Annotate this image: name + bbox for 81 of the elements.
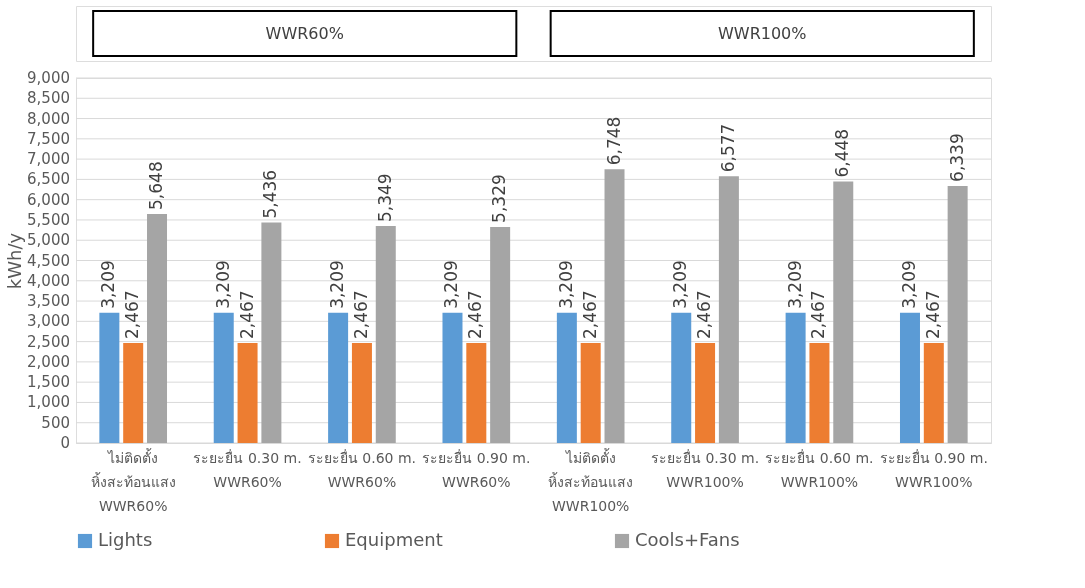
x-tick-label: ไม่ติดตั้ง หิ้งสะท้อนแสง WWR100%: [548, 447, 634, 514]
y-tick-label: 7,000: [27, 150, 70, 169]
bar: [99, 312, 120, 443]
bar: [580, 342, 601, 443]
y-tick-label: 0: [60, 434, 70, 452]
bar: [809, 342, 830, 443]
data-label: 5,349: [374, 173, 395, 223]
data-label: 6,448: [832, 128, 853, 178]
x-tick-label: ระยะยื่น 0.30 m. WWR60%: [193, 448, 302, 490]
bar: [785, 312, 806, 443]
x-tick-label: ระยะยื่น 0.30 m. WWR100%: [650, 448, 760, 490]
y-tick-label: 6,000: [27, 190, 70, 209]
data-label: 2,467: [922, 290, 943, 339]
data-label: 2,467: [122, 290, 143, 339]
bar: [442, 312, 463, 443]
y-tick-label: 1,500: [27, 373, 70, 392]
data-label: 2,467: [694, 290, 715, 339]
x-tick-label: ไม่ติดตั้ง หิ้งสะท้อนแสง WWR60%: [90, 447, 176, 514]
data-label: 3,209: [784, 260, 805, 309]
bar: [375, 226, 396, 443]
x-tick-label: ระยะยื่น 0.90 m. WWR60%: [422, 448, 531, 490]
bar: [899, 312, 920, 443]
y-tick-label: 2,000: [27, 352, 70, 371]
bar: [947, 185, 968, 443]
data-label: 3,209: [212, 260, 233, 309]
data-label: 3,209: [327, 260, 348, 309]
bar: [695, 342, 716, 443]
text: WWR60%: [265, 24, 344, 43]
data-label: 5,436: [260, 169, 281, 219]
x-tick-label: ระยะยื่น 0.60 m. WWR60%: [307, 448, 417, 490]
bar: [123, 342, 144, 443]
data-label: 3,209: [555, 260, 576, 309]
data-label: 5,648: [146, 161, 167, 210]
y-tick-label: 7,500: [27, 129, 70, 148]
y-tick-label: 1,000: [27, 393, 70, 412]
data-label: 6,748: [603, 116, 624, 166]
y-tick-label: 9,000: [27, 69, 70, 87]
bar: [556, 312, 577, 443]
y-tick-label: 3,500: [27, 292, 70, 311]
x-tick-label: ระยะยื่น 0.90 m. WWR100%: [879, 448, 988, 490]
bar: [923, 342, 944, 443]
y-tick-label: 8,000: [27, 109, 70, 128]
legend-label: Equipment: [345, 529, 443, 550]
y-tick-label: 5,500: [27, 210, 70, 229]
data-label: 3,209: [98, 260, 119, 309]
bar: [604, 169, 625, 443]
data-label: 2,467: [808, 290, 829, 339]
data-label: 2,467: [579, 290, 600, 339]
y-tick-label: 8,500: [27, 89, 70, 108]
bar: [490, 226, 511, 443]
y-tick-label: 4,500: [27, 251, 70, 270]
data-label: 2,467: [350, 290, 371, 339]
bar: [213, 312, 234, 443]
bar: [261, 222, 282, 443]
bar: [328, 312, 349, 443]
bar: [718, 176, 739, 443]
y-tick-label: 6,500: [27, 170, 70, 189]
y-axis-title: kWh/y: [3, 232, 25, 290]
data-label: 3,209: [898, 260, 919, 309]
bar: [833, 181, 854, 443]
y-tick-label: 4,000: [27, 271, 70, 290]
data-label: 6,339: [946, 133, 967, 182]
bar: [671, 312, 692, 443]
x-tick-label: ระยะยื่น 0.60 m. WWR100%: [765, 448, 874, 490]
data-label: 6,577: [717, 123, 738, 173]
data-label: 3,209: [670, 260, 691, 309]
text: WWR100%: [718, 24, 807, 43]
y-tick-label: 3,000: [27, 312, 70, 331]
data-label: 3,209: [441, 260, 462, 309]
bar: [351, 342, 372, 443]
data-label: 5,329: [489, 174, 510, 223]
bar: [237, 342, 258, 443]
y-tick-label: 2,500: [27, 332, 70, 351]
bar: [466, 342, 487, 443]
bar: [147, 213, 168, 443]
legend-label: Lights: [98, 529, 153, 550]
data-label: 2,467: [236, 290, 257, 339]
y-tick-label: 5,000: [27, 231, 70, 250]
data-label: 2,467: [465, 290, 486, 339]
legend-label: Cools+Fans: [635, 529, 740, 550]
y-tick-label: 500: [41, 413, 70, 432]
